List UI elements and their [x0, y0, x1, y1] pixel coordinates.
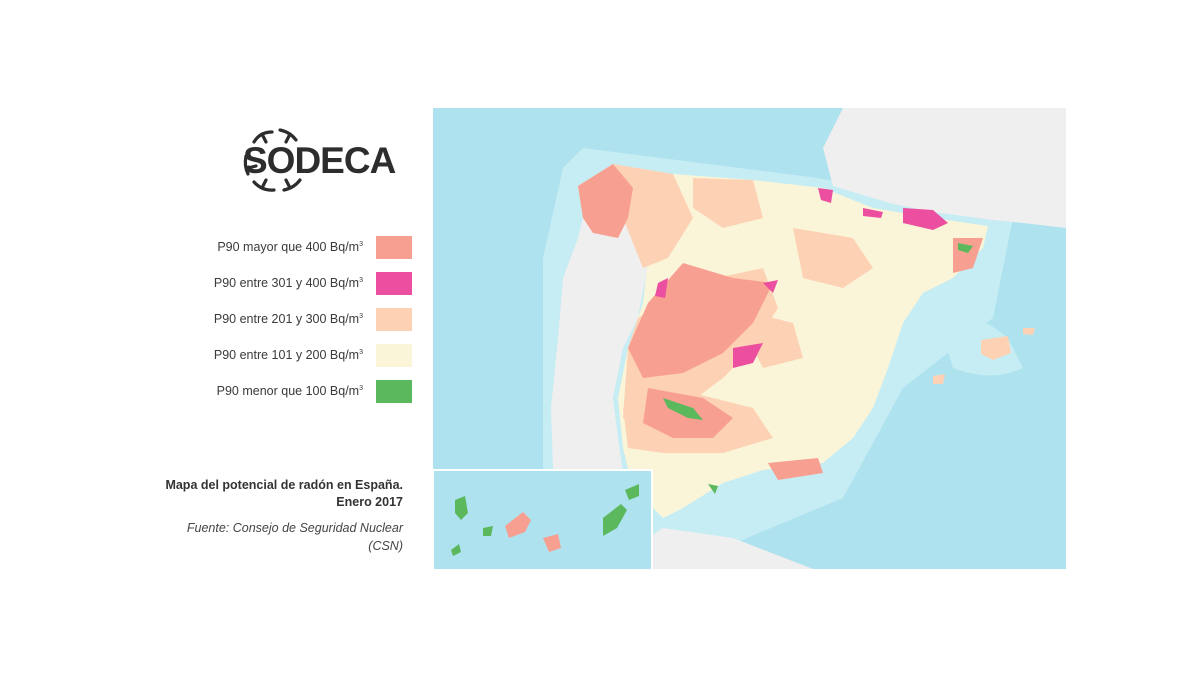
- legend-item: P90 mayor que 400 Bq/m3: [200, 236, 415, 260]
- legend-item: P90 menor que 100 Bq/m3: [200, 380, 415, 404]
- zone-under-100: [708, 484, 718, 494]
- radon-map-svg: [433, 108, 1066, 569]
- zone-over-400: [578, 164, 633, 238]
- zone-301-400: [863, 208, 883, 218]
- zone-under-100: [663, 398, 703, 420]
- zone-301-400: [903, 208, 948, 230]
- canarias-island: [483, 526, 493, 536]
- sodeca-logo-emblem: [243, 128, 302, 192]
- zone-301-400: [655, 278, 668, 298]
- africa-land: [603, 528, 813, 569]
- france-land: [823, 108, 1066, 228]
- legend-swatch: [376, 236, 412, 259]
- sodeca-logo: SODECA: [240, 128, 396, 194]
- legend-label: P90 entre 201 y 300 Bq/m3: [213, 312, 363, 326]
- caption-source: Fuente: Consejo de Seguridad Nuclear (CS…: [186, 521, 403, 553]
- zone-under-100: [958, 243, 973, 253]
- canarias-island: [455, 496, 468, 520]
- legend-label: P90 entre 101 y 200 Bq/m3: [213, 348, 363, 362]
- map-caption: Mapa del potencial de radón en España. E…: [160, 477, 403, 555]
- radon-map: [433, 108, 1066, 569]
- mallorca-island: [981, 336, 1011, 360]
- legend-item: P90 entre 201 y 300 Bq/m3: [200, 308, 415, 332]
- legend-label: P90 menor que 100 Bq/m3: [216, 384, 363, 398]
- legend-swatch: [376, 344, 412, 367]
- zone-over-400: [768, 458, 823, 480]
- portugal-land: [551, 218, 648, 518]
- zone-301-400: [733, 343, 763, 368]
- ibiza-island: [933, 374, 945, 384]
- menorca-island: [1023, 328, 1035, 335]
- baleares-shelf: [938, 315, 1023, 376]
- canarias-island: [603, 504, 627, 536]
- logo-wordmark: SODECA: [243, 140, 396, 181]
- canarias-island: [505, 512, 531, 538]
- legend-item: P90 entre 101 y 200 Bq/m3: [200, 344, 415, 368]
- legend-swatch: [376, 380, 412, 403]
- caption-title: Mapa del potencial de radón en España. E…: [165, 478, 403, 509]
- zone-301-400: [818, 188, 833, 203]
- legend-swatch: [376, 272, 412, 295]
- zone-301-400: [763, 280, 778, 293]
- canarias-island: [625, 484, 639, 500]
- legend-label: P90 entre 301 y 400 Bq/m3: [213, 276, 363, 290]
- zone-201-300: [793, 228, 873, 288]
- canarias-island: [543, 534, 561, 552]
- legend-label: P90 mayor que 400 Bq/m3: [217, 240, 363, 254]
- zone-201-300: [693, 178, 763, 228]
- legend-swatch: [376, 308, 412, 331]
- legend-item: P90 entre 301 y 400 Bq/m3: [200, 272, 415, 296]
- canarias-island: [451, 544, 461, 556]
